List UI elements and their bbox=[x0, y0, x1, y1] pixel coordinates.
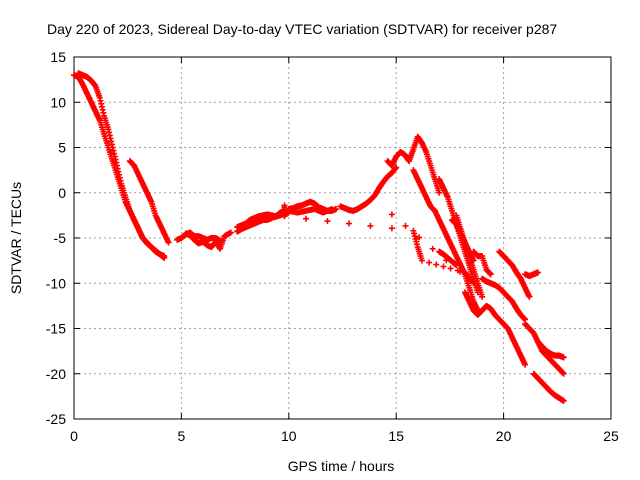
data-point bbox=[367, 222, 374, 229]
series-arc-12 bbox=[479, 275, 529, 323]
data-point bbox=[487, 271, 494, 278]
series-isolated bbox=[281, 202, 477, 287]
series-arc-5 bbox=[337, 164, 400, 214]
data-point bbox=[453, 262, 460, 269]
data-points bbox=[71, 70, 567, 404]
data-point bbox=[429, 245, 436, 252]
data-point bbox=[447, 265, 454, 272]
y-tick-label: -15 bbox=[46, 321, 66, 337]
data-point bbox=[345, 220, 352, 227]
y-tick-label: 15 bbox=[50, 49, 66, 65]
series-arc-9 bbox=[436, 248, 460, 269]
data-point bbox=[479, 293, 486, 300]
data-point bbox=[560, 397, 567, 404]
data-point bbox=[161, 254, 168, 261]
grid bbox=[74, 57, 611, 419]
data-point bbox=[388, 211, 395, 218]
data-point bbox=[418, 257, 425, 264]
data-point bbox=[281, 213, 288, 220]
data-point bbox=[440, 263, 447, 270]
data-point bbox=[433, 261, 440, 268]
series-arc-1c bbox=[126, 158, 172, 246]
y-tick-label: 10 bbox=[50, 94, 66, 110]
data-point bbox=[165, 239, 172, 246]
y-tick-label: -10 bbox=[46, 275, 66, 291]
series-arc-19 bbox=[453, 212, 486, 300]
x-tick-label: 0 bbox=[70, 428, 78, 444]
y-tick-label: -20 bbox=[46, 366, 66, 382]
y-axis-label: SDTVAR / TECUs bbox=[8, 182, 24, 294]
series-arc-16 bbox=[534, 339, 567, 361]
series-arc-2b bbox=[182, 229, 234, 252]
series-arc-1b bbox=[75, 70, 168, 261]
data-point bbox=[328, 206, 335, 213]
data-point bbox=[302, 215, 309, 222]
data-point bbox=[456, 268, 463, 275]
x-axis-label: GPS time / hours bbox=[288, 458, 395, 474]
data-point bbox=[560, 354, 567, 361]
series-arc-4 bbox=[285, 198, 340, 214]
x-tick-label: 15 bbox=[388, 428, 404, 444]
data-point bbox=[416, 234, 423, 241]
data-point bbox=[443, 257, 450, 264]
data-point bbox=[393, 164, 400, 171]
x-tick-label: 20 bbox=[496, 428, 512, 444]
data-point bbox=[388, 225, 395, 232]
data-point bbox=[560, 370, 567, 377]
x-tick-label: 10 bbox=[281, 428, 297, 444]
y-tick-label: 5 bbox=[58, 140, 66, 156]
data-point bbox=[526, 293, 533, 300]
series-arc-14 bbox=[522, 320, 567, 377]
series-arc-10 bbox=[461, 289, 529, 368]
data-point bbox=[470, 280, 477, 287]
data-point bbox=[324, 218, 331, 225]
chart-title: Day 220 of 2023, Sidereal Day-to-day VTE… bbox=[47, 21, 557, 37]
x-tick-label: 5 bbox=[178, 428, 186, 444]
series-arc-17 bbox=[470, 248, 494, 278]
axis-ticks: 0 5 10 15 20 25 15 10 5 0 -5 -10 -15 -20 -25 bbox=[46, 49, 619, 444]
x-tick-label: 25 bbox=[603, 428, 619, 444]
series-arc-4b bbox=[285, 206, 335, 216]
series-arc-13 bbox=[522, 269, 541, 280]
data-point bbox=[436, 189, 443, 196]
series-arc-11 bbox=[496, 248, 533, 300]
data-point bbox=[402, 222, 409, 229]
series-arc-6 bbox=[384, 133, 443, 196]
data-point bbox=[522, 361, 529, 368]
data-point bbox=[227, 229, 234, 236]
y-tick-label: 0 bbox=[58, 185, 66, 201]
y-tick-label: -5 bbox=[54, 230, 67, 246]
y-tick-label: -25 bbox=[46, 411, 66, 427]
series-arc-15 bbox=[530, 370, 567, 404]
data-point bbox=[426, 259, 433, 266]
data-point bbox=[534, 269, 541, 276]
